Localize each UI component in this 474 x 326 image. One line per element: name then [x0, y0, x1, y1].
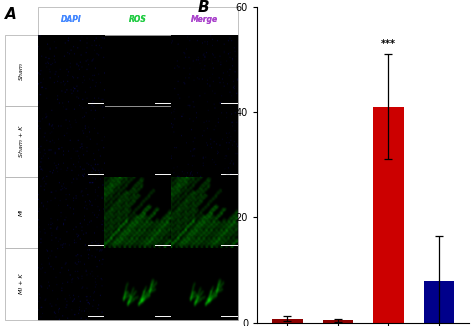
Bar: [37, 106, 104, 177]
Bar: [37, 248, 104, 319]
Text: MI + K: MI + K: [18, 274, 24, 294]
Bar: [37, 177, 104, 248]
Bar: [104, 248, 171, 319]
Bar: [424, 281, 454, 323]
Bar: [171, 248, 238, 319]
Text: Merge: Merge: [191, 15, 218, 24]
Text: MI: MI: [18, 209, 24, 216]
Bar: [171, 177, 238, 248]
Text: B: B: [198, 0, 210, 15]
Bar: [104, 106, 171, 177]
Bar: [323, 320, 353, 323]
Bar: [171, 35, 238, 106]
Text: A: A: [5, 7, 17, 22]
Text: Sham: Sham: [18, 62, 24, 80]
Y-axis label: ROS
Staining area (%): ROS Staining area (%): [211, 122, 233, 207]
Text: DAPI: DAPI: [61, 15, 82, 24]
Bar: [272, 319, 302, 323]
Text: ROS: ROS: [129, 15, 147, 24]
Bar: [37, 35, 104, 106]
Bar: [37, 7, 238, 35]
Text: DAPI: DAPI: [61, 15, 82, 24]
Bar: [374, 107, 403, 323]
Bar: [171, 106, 238, 177]
Bar: [5, 35, 37, 106]
Bar: [104, 177, 171, 248]
Text: Merge: Merge: [191, 15, 218, 24]
Text: Sham + K: Sham + K: [18, 126, 24, 157]
Bar: [5, 177, 37, 248]
Bar: [5, 106, 37, 177]
Text: ***: ***: [381, 39, 396, 49]
Bar: [104, 35, 171, 106]
Text: ROS: ROS: [129, 15, 147, 24]
Bar: [5, 248, 37, 319]
